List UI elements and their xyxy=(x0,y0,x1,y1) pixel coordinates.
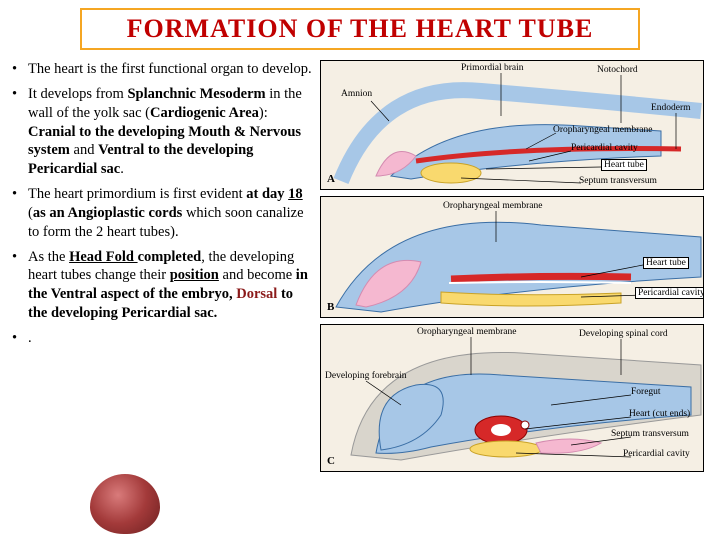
panel-label-b: B xyxy=(327,301,334,313)
text-span: and xyxy=(70,142,98,158)
text-span: ): xyxy=(259,105,268,121)
text-span: . xyxy=(28,330,32,346)
figure-b: B Oropharyngeal membrane Heart tube Peri… xyxy=(320,196,704,318)
bullet-icon: • xyxy=(12,85,28,179)
heart-image xyxy=(90,474,160,534)
text-span: completed xyxy=(138,249,202,265)
label-foregut: Foregut xyxy=(631,387,661,397)
list-item: •The heart is the first functional organ… xyxy=(12,60,312,79)
text-span: position xyxy=(170,267,219,283)
slide: FORMATION OF THE HEART TUBE •The heart i… xyxy=(0,0,720,540)
bullet-list: •The heart is the first functional organ… xyxy=(12,60,312,348)
label-oropharyngeal-a: Oropharyngeal membrane xyxy=(553,125,652,135)
list-item-body: As the Head Fold completed, the developi… xyxy=(28,248,312,323)
figure-column: A Amnion Primordial brain Notochord Endo… xyxy=(320,60,704,472)
content-row: •The heart is the first functional organ… xyxy=(12,60,708,472)
label-septum-c: Septum transversum xyxy=(611,429,689,439)
list-item-body: The heart is the first functional organ … xyxy=(28,60,312,79)
text-span: Cardiogenic Area xyxy=(150,105,259,121)
label-pericardial-b: Pericardial cavity xyxy=(635,287,704,299)
text-span: Head Fold xyxy=(69,249,137,265)
label-developing-forebrain: Developing forebrain xyxy=(325,371,407,381)
text-span: as an Angioplastic cords xyxy=(33,205,182,221)
text-span: As the xyxy=(28,249,69,265)
label-amnion: Amnion xyxy=(341,89,372,99)
title-box: FORMATION OF THE HEART TUBE xyxy=(80,8,640,50)
label-primordial-brain: Primordial brain xyxy=(461,63,524,73)
label-oropharyngeal-c: Oropharyngeal membrane xyxy=(417,327,516,337)
list-item: •As the Head Fold completed, the develop… xyxy=(12,248,312,323)
text-column: •The heart is the first functional organ… xyxy=(12,60,312,472)
bullet-icon: • xyxy=(12,248,28,323)
text-span: Dorsal xyxy=(236,286,277,302)
label-pericardial-a: Pericardial cavity xyxy=(571,143,638,153)
bullet-icon: • xyxy=(12,185,28,242)
bullet-icon: • xyxy=(12,329,28,348)
panel-label-c: C xyxy=(327,455,335,467)
figure-c: C Oropharyngeal membrane Developing spin… xyxy=(320,324,704,472)
label-heart-c: Heart (cut ends) xyxy=(629,409,690,419)
label-oropharyngeal-b: Oropharyngeal membrane xyxy=(443,201,542,211)
text-span: It develops from xyxy=(28,86,127,102)
text-span: The heart primordium is first evident xyxy=(28,186,246,202)
label-heart-tube-b: Heart tube xyxy=(643,257,689,269)
text-span: at day xyxy=(246,186,288,202)
label-developing-spinal: Developing spinal cord xyxy=(579,329,668,339)
label-septum-a: Septum transversum xyxy=(579,176,657,186)
text-span: 18 xyxy=(288,186,303,202)
list-item: •The heart primordium is first evident a… xyxy=(12,185,312,242)
bullet-icon: • xyxy=(12,60,28,79)
text-span: and become xyxy=(219,267,296,283)
label-notochord: Notochord xyxy=(597,65,638,75)
list-item-body: The heart primordium is first evident at… xyxy=(28,185,312,242)
figure-a: A Amnion Primordial brain Notochord Endo… xyxy=(320,60,704,190)
label-pericardial-c: Pericardial cavity xyxy=(623,449,690,459)
text-span: The heart is the first functional organ … xyxy=(28,61,312,77)
list-item: •. xyxy=(12,329,312,348)
list-item-body: . xyxy=(28,329,312,348)
list-item-body: It develops from Splanchnic Mesoderm in … xyxy=(28,85,312,179)
text-span: . xyxy=(120,161,124,177)
label-endoderm: Endoderm xyxy=(651,103,691,113)
text-span: Splanchnic Mesoderm xyxy=(127,86,265,102)
list-item: •It develops from Splanchnic Mesoderm in… xyxy=(12,85,312,179)
label-heart-tube-a: Heart tube xyxy=(601,159,647,171)
title-text: FORMATION OF THE HEART TUBE xyxy=(90,14,630,44)
panel-label-a: A xyxy=(327,173,335,185)
